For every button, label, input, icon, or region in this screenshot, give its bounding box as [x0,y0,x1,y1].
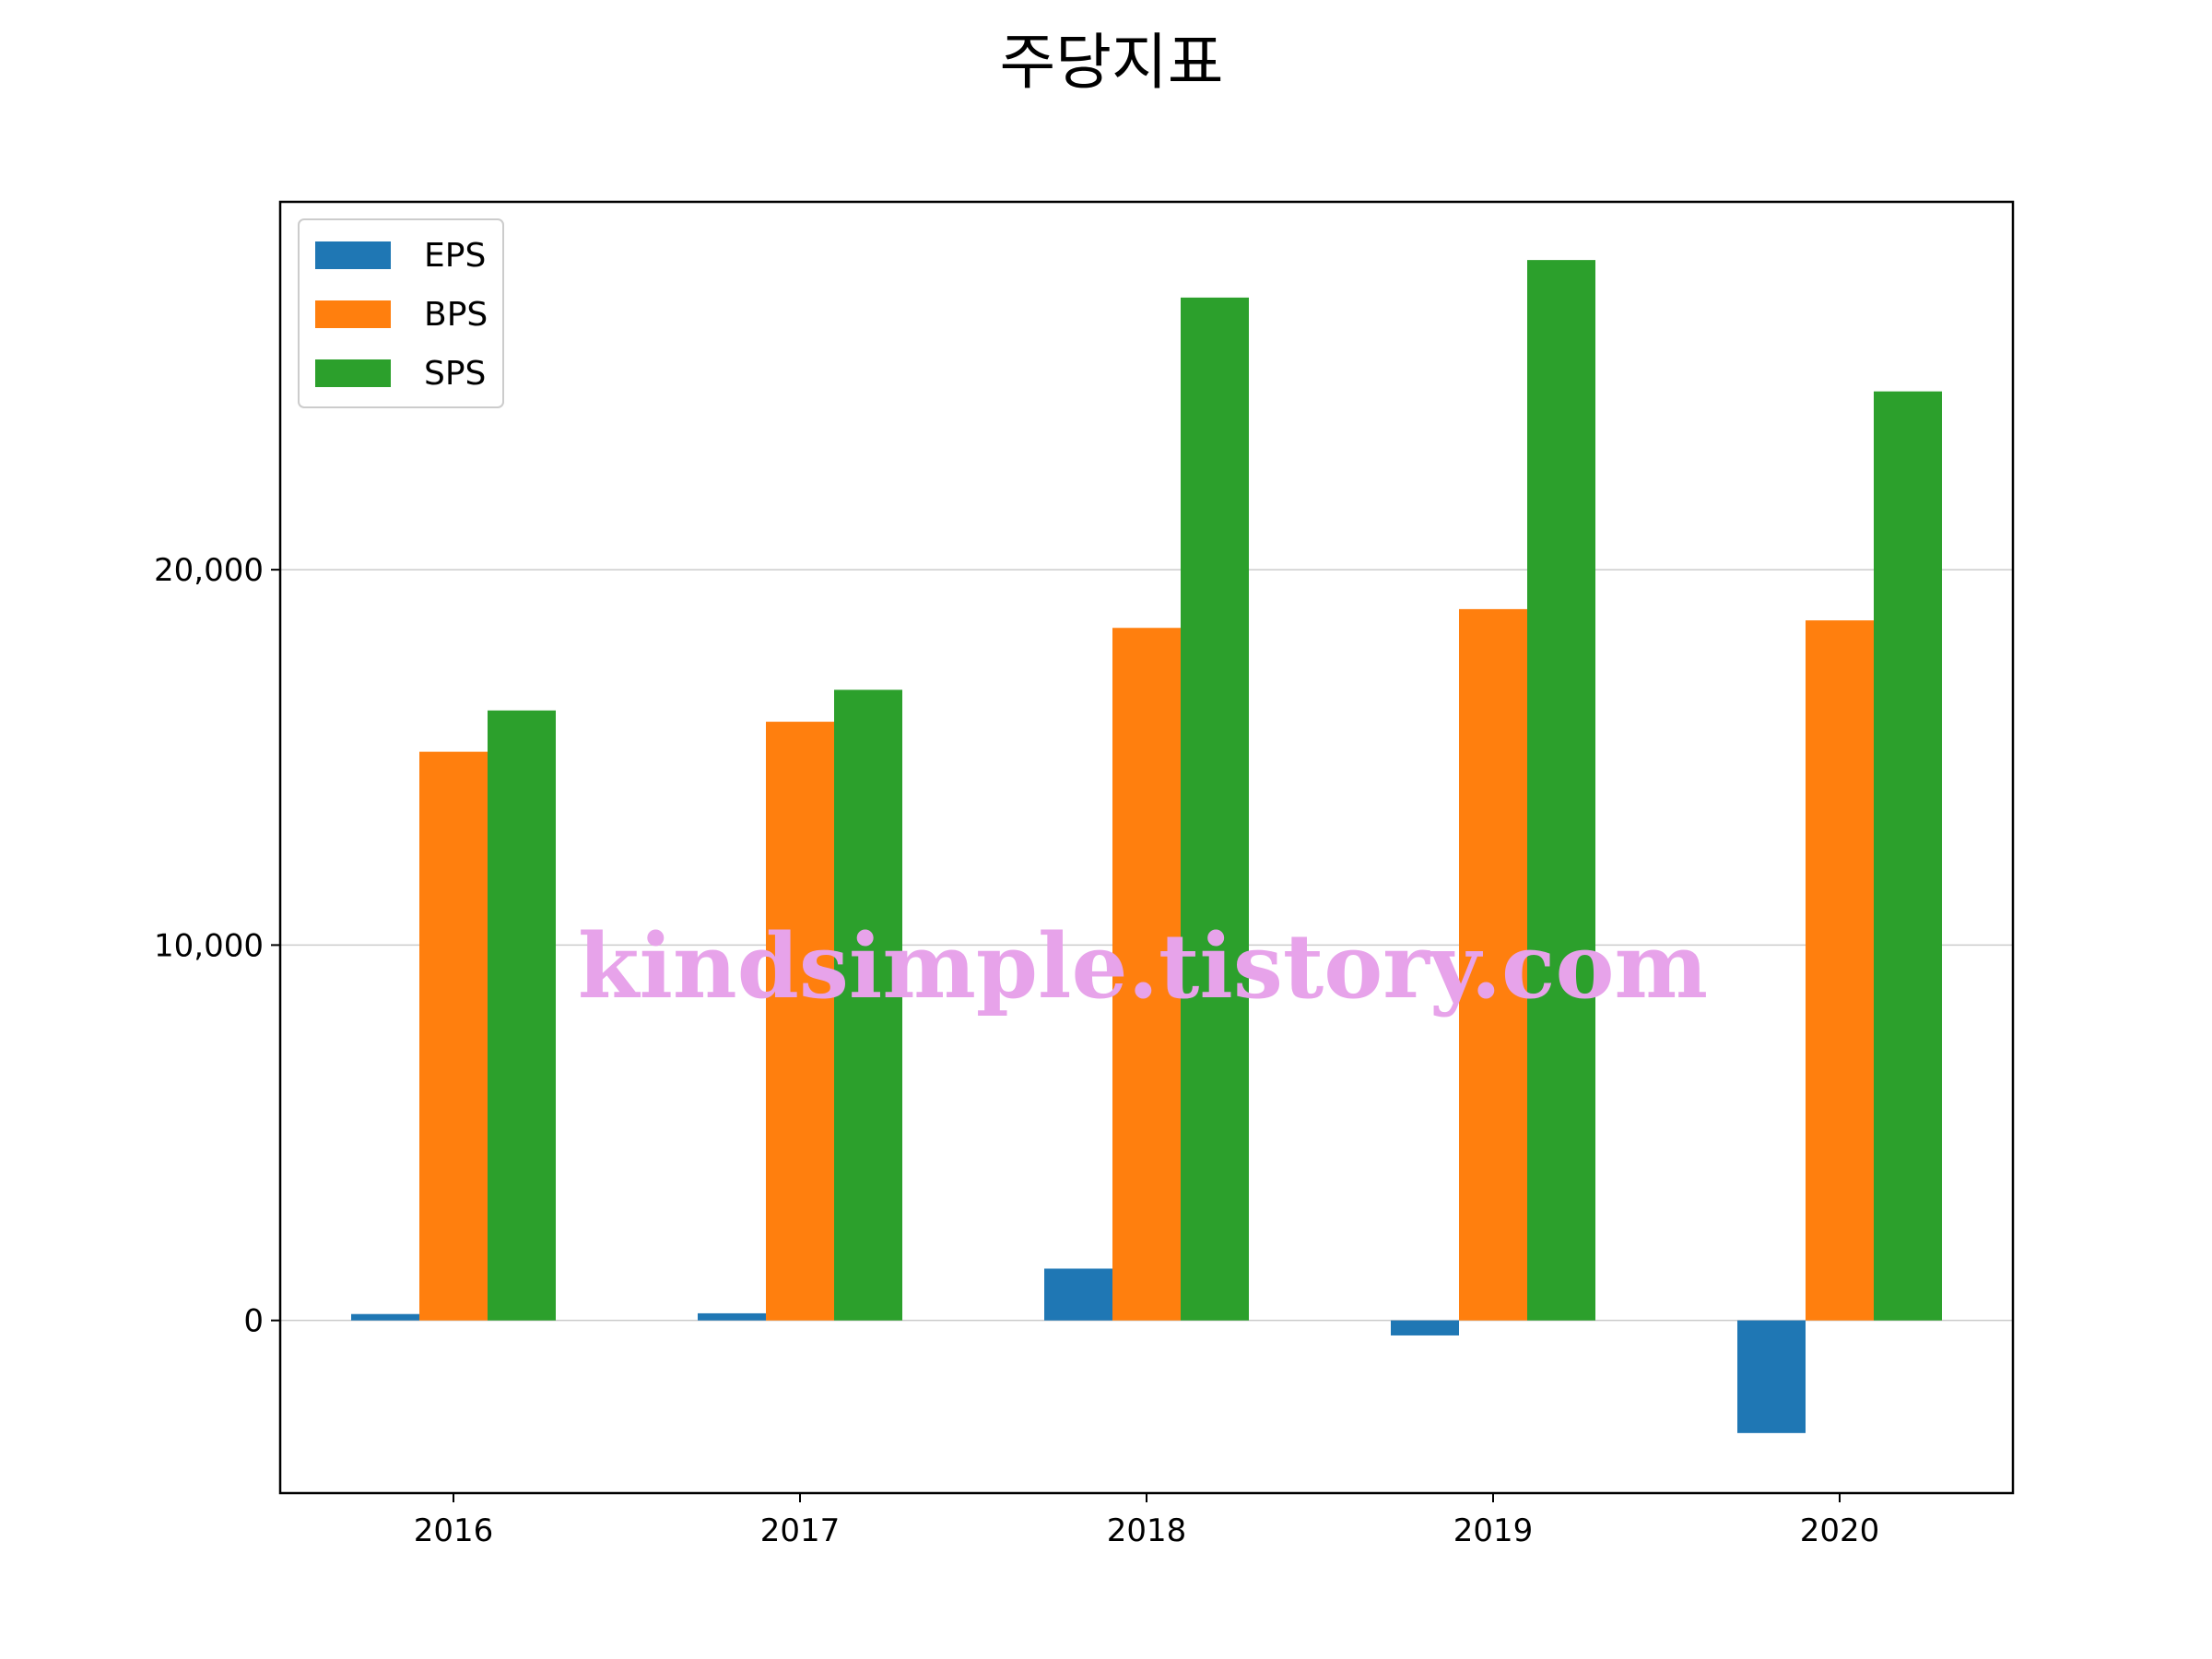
chart-title: 주당지표 [1000,27,1224,98]
y-tick-label: 0 [243,1303,264,1340]
legend-label-bps: BPS [424,296,488,334]
x-tick-label: 2020 [1800,1512,1880,1549]
legend-label-sps: SPS [424,355,486,393]
bar-eps-2019 [1391,1320,1459,1335]
bar-bps-2016 [419,751,488,1321]
bar-eps-2017 [698,1312,766,1321]
x-tick-label: 2016 [414,1512,494,1549]
x-tick-label: 2019 [1453,1512,1534,1549]
bar-sps-2018 [1181,297,1249,1321]
y-tick-label: 10,000 [154,927,264,964]
legend-swatch-bps [315,300,391,328]
bar-sps-2016 [488,710,556,1321]
legend-swatch-eps [315,241,391,269]
legend-label-eps: EPS [424,237,486,275]
bar-eps-2016 [351,1313,419,1321]
x-tick-label: 2017 [760,1512,841,1549]
bar-sps-2017 [834,689,902,1321]
watermark-text: kindsimple.tistory.com [578,914,1708,1018]
bar-bps-2020 [1806,620,1874,1321]
y-axis: 0 10,000 20,000 [154,552,280,1340]
bar-bps-2018 [1112,628,1181,1321]
legend: EPS BPS SPS [298,218,504,408]
y-tick-label: 20,000 [154,552,264,589]
bar-bps-2017 [766,722,834,1321]
bars [351,260,1942,1433]
x-tick-label: 2018 [1107,1512,1187,1549]
bar-eps-2020 [1737,1320,1806,1433]
bar-bps-2019 [1459,608,1527,1321]
x-axis: 2016 2017 2018 2019 2020 [414,1493,1880,1549]
bar-eps-2018 [1044,1268,1112,1321]
bar-sps-2019 [1527,260,1595,1321]
bar-sps-2020 [1874,391,1942,1321]
legend-swatch-sps [315,359,391,387]
